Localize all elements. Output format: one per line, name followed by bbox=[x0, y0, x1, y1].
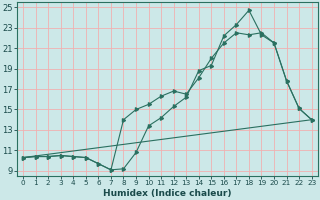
X-axis label: Humidex (Indice chaleur): Humidex (Indice chaleur) bbox=[103, 189, 232, 198]
